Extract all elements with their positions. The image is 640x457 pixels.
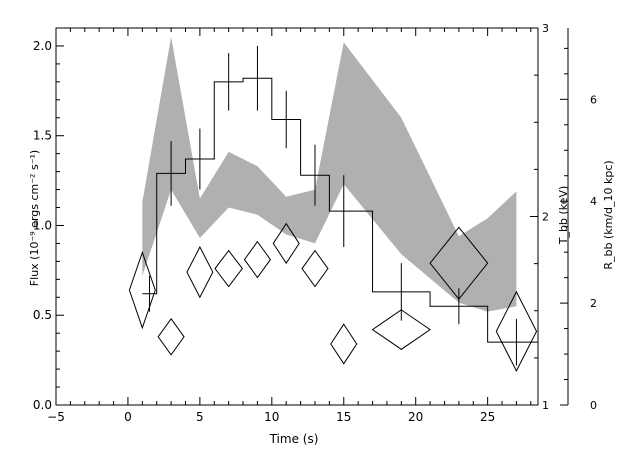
radius-diamond-1: [157, 317, 185, 356]
radius-diamond-layer: [128, 222, 538, 372]
y-axis-label-radius: R_bb (km/d_10 kpc): [602, 160, 615, 269]
right1-tick-label-1: 2: [542, 211, 549, 224]
y-tick-label-0: 0.0: [33, 398, 52, 412]
flux-step-layer: [142, 45, 538, 366]
y-axis-label-flux: Flux (10⁻⁹ ergs cm⁻² s⁻¹): [28, 150, 41, 286]
temperature-band-layer: [142, 36, 517, 312]
x-tick-label-5: 20: [408, 410, 423, 424]
y-tick-label-3: 1.5: [33, 129, 52, 143]
y-tick-label-1: 0.5: [33, 308, 52, 322]
right2-tick-label-2: 4: [590, 195, 597, 208]
radius-diamond-3: [214, 249, 243, 288]
radius-diamond-6: [301, 249, 329, 288]
radius-diamond-4: [243, 240, 271, 279]
x-tick-label-1: 0: [124, 410, 132, 424]
y-axis-label-temperature: T_bb (keV): [557, 186, 570, 246]
right1-tick-label-2: 3: [542, 22, 549, 35]
right1-tick-label-0: 1: [542, 399, 549, 412]
radius-diamond-2: [186, 245, 214, 299]
x-axis-label: Time (s): [269, 432, 319, 446]
x-tick-label-0: −5: [47, 410, 65, 424]
radius-diamond-0: [128, 250, 156, 330]
y-tick-label-2: 1.0: [33, 218, 52, 232]
x-tick-label-2: 5: [196, 410, 204, 424]
right2-tick-label-0: 0: [590, 399, 597, 412]
x-tick-label-6: 25: [480, 410, 495, 424]
radius-diamond-5: [272, 222, 300, 265]
radius-diamond-10: [495, 290, 538, 372]
x-tick-label-3: 10: [264, 410, 279, 424]
x-tick-label-4: 15: [336, 410, 351, 424]
radius-diamond-8: [371, 309, 431, 350]
radius-diamond-9: [429, 226, 489, 300]
radius-diamond-7: [330, 323, 358, 365]
right2-tick-label-1: 2: [590, 297, 597, 310]
y-tick-label-4: 2.0: [33, 39, 52, 53]
right2-tick-label-3: 6: [590, 93, 597, 106]
axes-layer: −5 0 5 10 15 20 25 0.0 0.5 1.0 1.5 2.0 1 2 3 0 2 4 6: [33, 22, 597, 424]
temperature-band: [142, 36, 517, 312]
